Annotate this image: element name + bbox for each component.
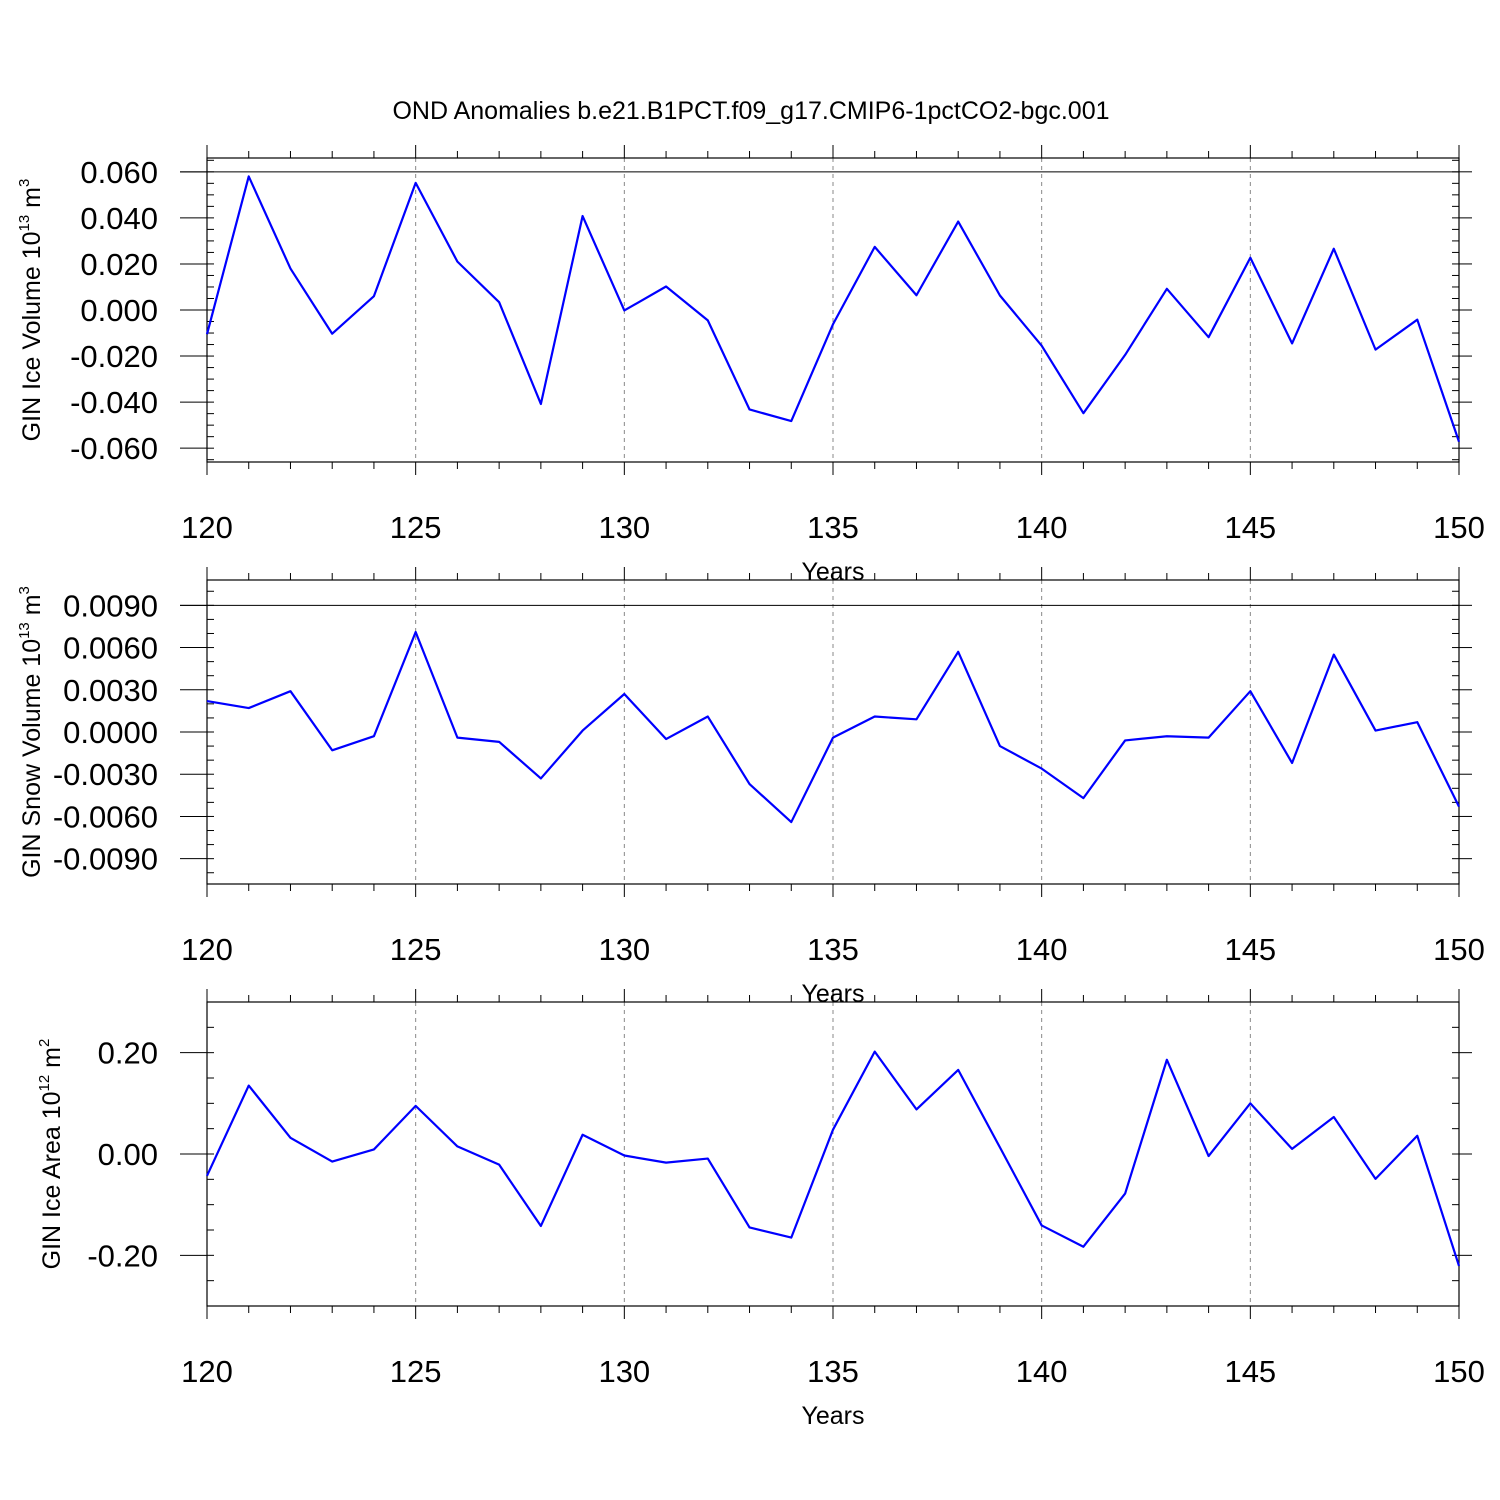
y-tick-label: 0.060 <box>80 155 158 190</box>
series-line <box>206 630 1460 824</box>
x-tick-label: 135 <box>807 1354 859 1389</box>
y-axis-title-exponent: 13 <box>16 215 33 232</box>
y-axis-title-unit-exponent: 3 <box>16 586 33 594</box>
x-tick-label: 125 <box>390 932 442 967</box>
x-tick-label: 140 <box>1016 1354 1068 1389</box>
y-axis-title-text: GIN Snow Volume 10 <box>18 639 46 878</box>
y-axis-title-exponent: 13 <box>16 622 33 639</box>
series-line <box>206 1050 1461 1267</box>
x-tick-label: 135 <box>807 932 859 967</box>
x-tick-label: 150 <box>1433 1354 1485 1389</box>
y-axis-title-unit-exponent: 3 <box>16 179 33 187</box>
figure-title: OND Anomalies b.e21.B1PCT.f09_g17.CMIP6-… <box>392 97 1109 125</box>
y-tick-label: -0.060 <box>70 431 158 466</box>
y-axis-title-unit: m <box>18 187 46 215</box>
x-tick-label: 140 <box>1016 932 1068 967</box>
x-tick-label: 150 <box>1433 510 1485 545</box>
y-tick-label: -0.0060 <box>53 799 158 834</box>
y-tick-label: 0.0060 <box>63 631 158 666</box>
y-tick-label: -0.040 <box>70 385 158 420</box>
y-tick-label: 0.0090 <box>63 588 158 623</box>
y-axis-title-unit: m <box>18 594 46 622</box>
x-tick-label: 120 <box>181 510 233 545</box>
x-tick-label: 125 <box>390 1354 442 1389</box>
x-tick-label: 130 <box>598 510 650 545</box>
y-axis-title-exponent: 12 <box>36 1075 53 1092</box>
y-tick-label: 0.000 <box>80 293 158 328</box>
chart-panel-2: 0.0090 0.0060 0.0030 0.0000 -0.0030 -0.0060 -0… <box>16 567 1485 1008</box>
y-axis-title: GIN Snow Volume 1013 m3 <box>16 586 46 878</box>
x-tick-label: 120 <box>181 932 233 967</box>
x-tick-label: 150 <box>1433 932 1485 967</box>
chart-panel-1: 0.060 0.040 0.020 0.000 -0.020 -0.040 -0.060 12… <box>16 145 1485 586</box>
y-tick-label: 0.0000 <box>63 715 158 750</box>
y-tick-label: -0.20 <box>87 1238 158 1273</box>
y-axis-title: GIN Ice Area 1012 m2 <box>36 1039 66 1270</box>
x-tick-label: 130 <box>598 1354 650 1389</box>
y-axis-title-text: GIN Ice Volume 10 <box>18 231 46 441</box>
x-tick-label: 140 <box>1016 510 1068 545</box>
x-tick-label: 130 <box>598 932 650 967</box>
y-axis-title-unit: m <box>38 1047 66 1075</box>
x-tick-label: 125 <box>390 510 442 545</box>
x-tick-label: 145 <box>1224 932 1276 967</box>
x-tick-label: 120 <box>181 1354 233 1389</box>
y-tick-label: 0.040 <box>80 201 158 236</box>
y-tick-label: 0.20 <box>98 1036 158 1071</box>
y-tick-label: 0.00 <box>98 1137 158 1172</box>
y-tick-label: 0.020 <box>80 247 158 282</box>
x-tick-label: 145 <box>1224 510 1276 545</box>
x-tick-label: 145 <box>1224 1354 1276 1389</box>
x-axis-title: Years <box>801 1402 864 1430</box>
x-tick-label: 135 <box>807 510 859 545</box>
y-tick-label: -0.0030 <box>53 757 158 792</box>
y-tick-label: -0.0090 <box>53 842 158 877</box>
y-tick-label: 0.0030 <box>63 673 158 708</box>
y-axis-title: GIN Ice Volume 1013 m3 <box>16 179 46 442</box>
y-axis-title-unit-exponent: 2 <box>36 1039 53 1047</box>
chart-panel-3: 0.20 0.00 -0.20 120 125 130 135 140 145 150 Years G… <box>36 989 1485 1430</box>
series-line <box>205 175 1461 443</box>
y-tick-label: -0.020 <box>70 339 158 374</box>
chart-panels: 0.060 0.040 0.020 0.000 -0.020 -0.040 -0.060 12… <box>16 145 1485 1430</box>
y-axis-title-text: GIN Ice Area 10 <box>38 1091 66 1269</box>
